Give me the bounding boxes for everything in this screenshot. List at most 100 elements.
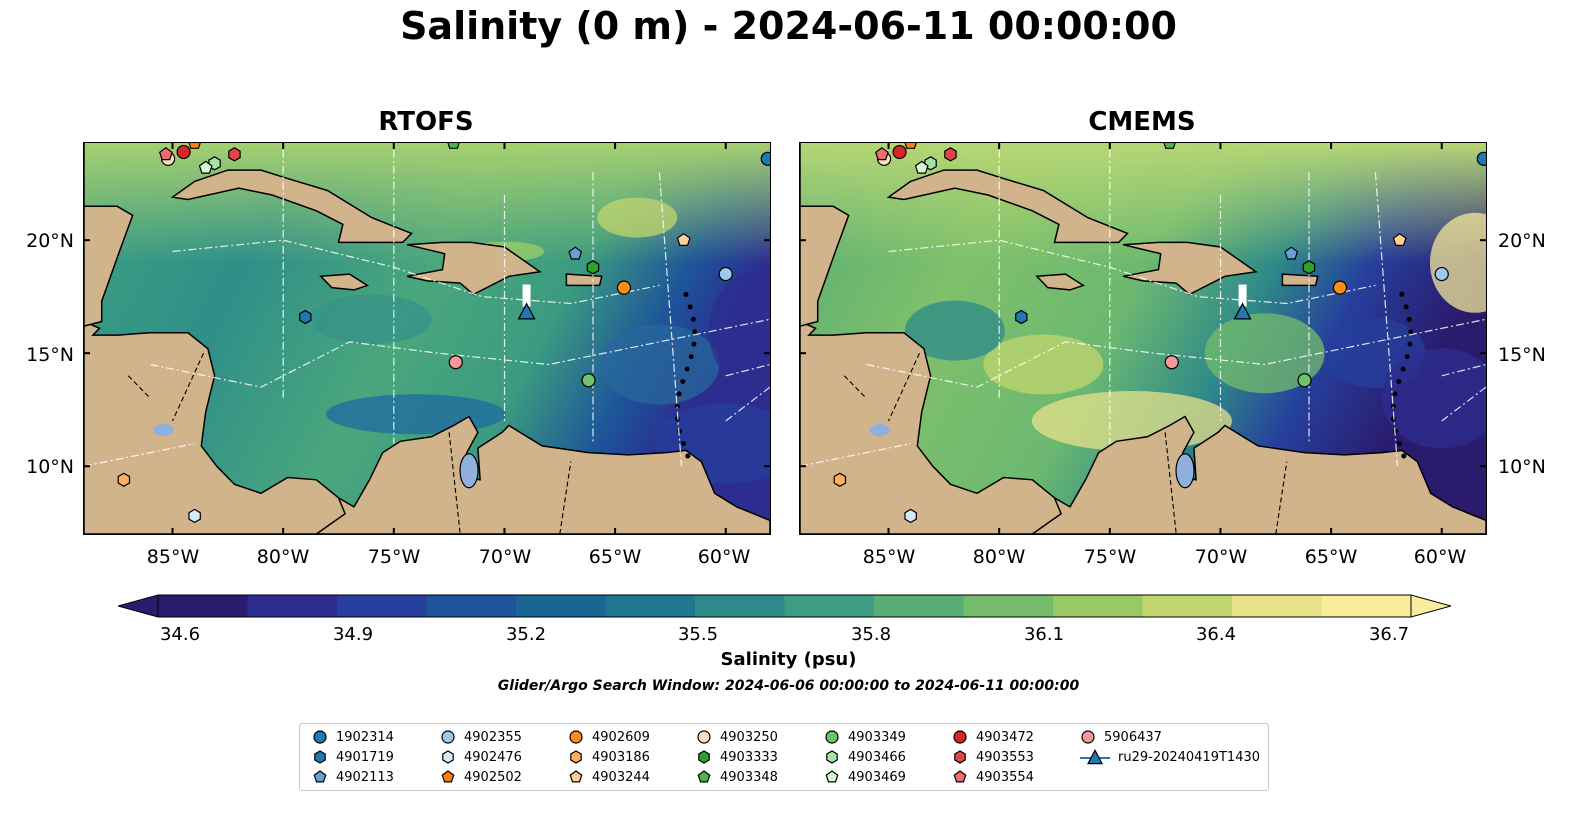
lon-label-left-70: 70°W <box>478 546 532 568</box>
legend-marker-icon <box>569 730 583 744</box>
lon-label-left-65: 65°W <box>588 546 642 568</box>
legend-marker <box>698 750 710 764</box>
land-centralam <box>84 143 347 534</box>
eez-boundary <box>888 239 1376 305</box>
legend-marker-icon <box>441 730 455 744</box>
legend-marker <box>442 750 454 764</box>
float-marker-1902314 <box>1476 151 1486 166</box>
colorbar-segment <box>516 595 607 617</box>
country-border <box>559 461 572 534</box>
salinity-patch <box>1204 313 1325 394</box>
float-marker-4903244 <box>676 232 691 247</box>
legend-label: 4903553 <box>976 749 1034 765</box>
legend-label: 1902314 <box>336 729 394 745</box>
lon-label-right-80: 80°W <box>972 546 1026 568</box>
salinity-patch <box>597 197 678 238</box>
legend-column: 4903349 4903466 4903469 <box>824 727 906 787</box>
land-puertorico <box>565 273 603 287</box>
legend-item: 4901719 <box>312 747 394 767</box>
legend-marker-icon <box>313 770 327 783</box>
lon-label-left-80: 80°W <box>256 546 310 568</box>
float-marker-4901719 <box>1015 309 1028 325</box>
island <box>1407 341 1413 347</box>
legend-item: 4903333 <box>696 747 778 767</box>
float-marker-4902609 <box>616 280 632 295</box>
lon-label-left-85: 85°W <box>146 546 200 568</box>
island <box>1408 329 1414 335</box>
legend-marker <box>314 750 326 764</box>
float-marker-4902113 <box>568 246 583 260</box>
island <box>1404 354 1410 360</box>
float-marker-5906437 <box>448 355 463 370</box>
colorbar-segment <box>605 595 696 617</box>
legend-marker <box>1081 730 1095 744</box>
country-border <box>1164 432 1177 534</box>
float-marker-4903348 <box>1163 143 1176 149</box>
legend-item: 4903472 <box>952 727 1034 747</box>
map-rtofs-svg <box>84 143 770 534</box>
island <box>1406 316 1412 322</box>
legend-marker-icon <box>697 770 711 783</box>
legend-marker <box>825 730 839 744</box>
float-marker-4902502 <box>904 143 917 149</box>
legend-item: 4903469 <box>824 767 906 787</box>
island <box>688 354 694 360</box>
island <box>687 304 693 310</box>
island <box>1399 291 1405 297</box>
eez-boundary <box>172 239 660 305</box>
glider-marker <box>1233 302 1252 320</box>
legend-item: 4902355 <box>440 727 522 747</box>
colorbar-segment <box>426 595 517 617</box>
salinity-patch <box>708 270 770 391</box>
colorbar-segment <box>784 595 875 617</box>
legend-label: 4903554 <box>976 769 1034 785</box>
lake-maracaibo <box>1175 453 1195 489</box>
float-marker-4903186 <box>117 472 131 487</box>
land-jamaica <box>1035 273 1086 291</box>
country-border <box>448 432 461 534</box>
eez-boundary <box>1441 363 1486 377</box>
land-yucatan <box>800 205 850 327</box>
lat-label-left-15: 15°N <box>26 344 74 366</box>
lat-label-left-10: 10°N <box>26 456 74 478</box>
legend-label: 4902355 <box>464 729 522 745</box>
legend-item: 4903349 <box>824 727 906 747</box>
legend-label: 4902609 <box>592 729 650 745</box>
island <box>683 291 689 297</box>
lon-label-right-70: 70°W <box>1194 546 1248 568</box>
legend-label: 4902502 <box>464 769 522 785</box>
colorbar-tick-34-6: 34.6 <box>159 624 201 645</box>
eez-boundary <box>725 386 770 422</box>
island <box>1396 378 1402 384</box>
eez-boundary <box>725 363 770 377</box>
legend-marker <box>697 770 711 783</box>
legend-marker-icon <box>954 750 966 764</box>
country-border <box>127 375 151 399</box>
colorbar-segment <box>695 595 786 617</box>
colorbar-tick-36-1: 36.1 <box>1023 624 1065 645</box>
float-marker-4902476 <box>904 508 917 524</box>
legend-label: 4901719 <box>336 749 394 765</box>
float-marker-4903472 <box>176 144 191 160</box>
salinity-patch <box>599 324 720 405</box>
island <box>1392 391 1398 397</box>
country-border <box>171 352 205 422</box>
island <box>692 329 698 335</box>
salinity-patch <box>904 300 1005 361</box>
float-marker-4903553 <box>228 147 241 162</box>
colorbar-segment <box>247 595 338 617</box>
legend-marker <box>569 730 583 744</box>
glider-marker <box>517 302 536 320</box>
legend-marker <box>697 730 711 744</box>
float-marker-4902113 <box>1284 246 1299 260</box>
island <box>690 316 696 322</box>
glider-track <box>522 284 531 307</box>
land-puertorico <box>1281 273 1319 287</box>
legend-item: 4902502 <box>440 767 522 787</box>
colorbar-tick-35-2: 35.2 <box>505 624 547 645</box>
legend-marker <box>570 750 582 764</box>
eez-boundary <box>800 443 911 467</box>
legend-marker-icon <box>698 750 710 764</box>
legend-marker-icon <box>569 770 583 783</box>
legend-item: 1902314 <box>312 727 394 747</box>
